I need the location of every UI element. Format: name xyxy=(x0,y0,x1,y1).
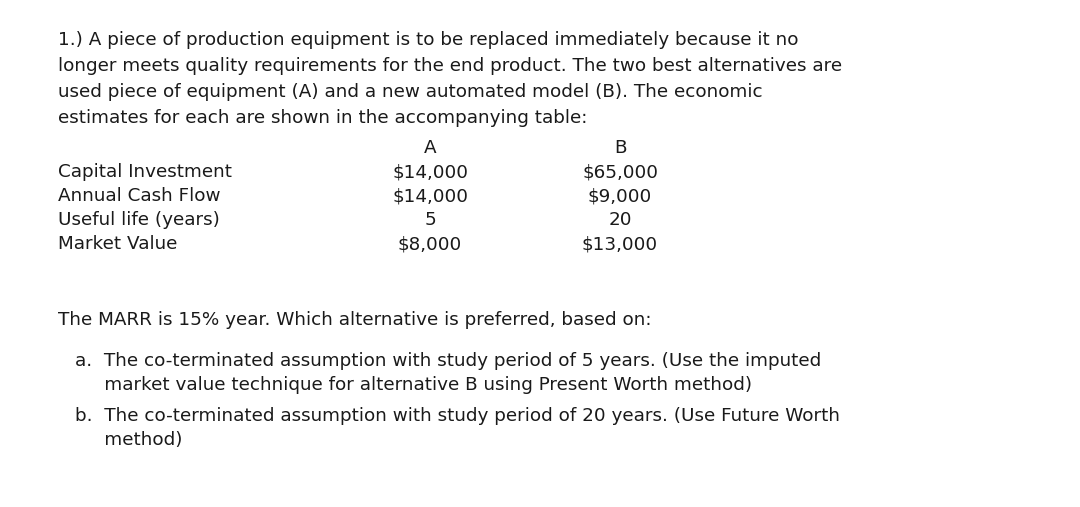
Text: $13,000: $13,000 xyxy=(582,235,658,253)
Text: Market Value: Market Value xyxy=(58,235,177,253)
Text: b.  The co-terminated assumption with study period of 20 years. (Use Future Wort: b. The co-terminated assumption with stu… xyxy=(75,407,840,425)
Text: method): method) xyxy=(75,431,183,449)
Text: $14,000: $14,000 xyxy=(392,163,468,181)
Text: longer meets quality requirements for the end product. The two best alternatives: longer meets quality requirements for th… xyxy=(58,57,842,75)
Text: $8,000: $8,000 xyxy=(397,235,462,253)
Text: A: A xyxy=(423,139,436,157)
Text: a.  The co-terminated assumption with study period of 5 years. (Use the imputed: a. The co-terminated assumption with stu… xyxy=(75,352,821,370)
Text: 5: 5 xyxy=(424,211,436,229)
Text: market value technique for alternative B using Present Worth method): market value technique for alternative B… xyxy=(75,376,752,394)
Text: $14,000: $14,000 xyxy=(392,187,468,205)
Text: The MARR is 15% year. Which alternative is preferred, based on:: The MARR is 15% year. Which alternative … xyxy=(58,311,651,329)
Text: Useful life (years): Useful life (years) xyxy=(58,211,220,229)
Text: $9,000: $9,000 xyxy=(588,187,652,205)
Text: B: B xyxy=(613,139,626,157)
Text: estimates for each are shown in the accompanying table:: estimates for each are shown in the acco… xyxy=(58,109,588,127)
Text: used piece of equipment (A) and a new automated model (B). The economic: used piece of equipment (A) and a new au… xyxy=(58,83,762,101)
Text: 20: 20 xyxy=(608,211,632,229)
Text: 1.) A piece of production equipment is to be replaced immediately because it no: 1.) A piece of production equipment is t… xyxy=(58,31,798,49)
Text: Capital Investment: Capital Investment xyxy=(58,163,232,181)
Text: Annual Cash Flow: Annual Cash Flow xyxy=(58,187,220,205)
Text: $65,000: $65,000 xyxy=(582,163,658,181)
